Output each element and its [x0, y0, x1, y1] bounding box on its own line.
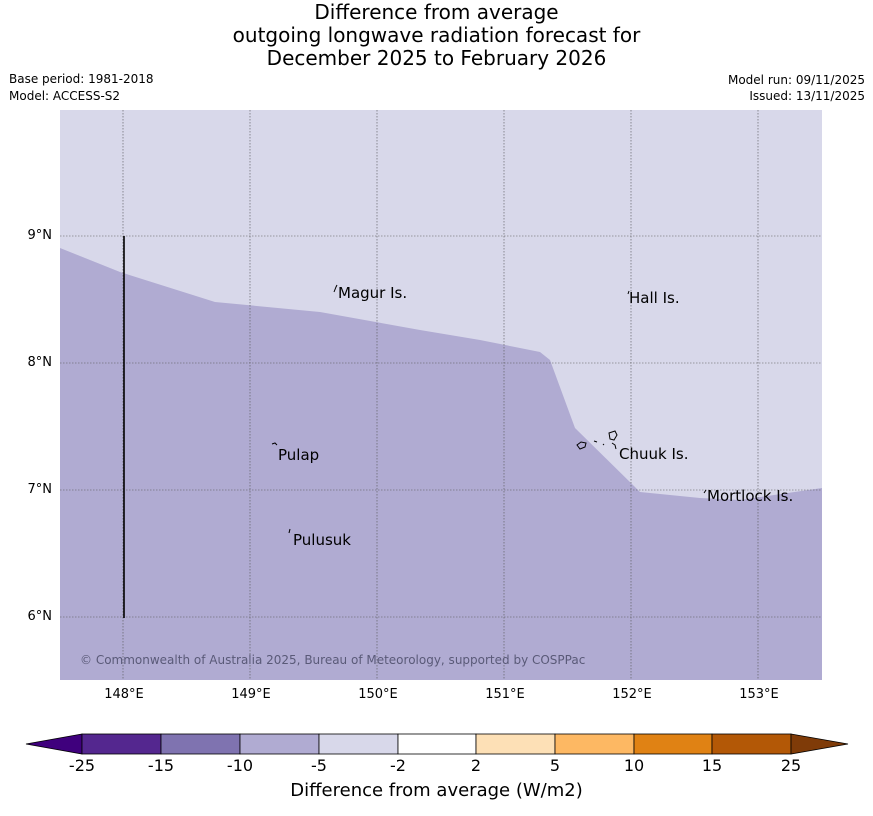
colorbar-bin — [554, 733, 635, 755]
model-run: Model run: 09/11/2025 — [727, 73, 865, 87]
grid-lines — [60, 110, 822, 680]
colorbar-tick: 5 — [549, 756, 561, 775]
island-outlines — [271, 284, 707, 534]
lon-label-153e: 153°E — [739, 687, 779, 702]
colorbar-title: Difference from average (W/m2) — [290, 780, 583, 801]
lon-label-149e: 149°E — [231, 687, 271, 702]
colorbar-tick: -5 — [311, 756, 327, 775]
place-label-mortlock: Mortlock Is. — [707, 487, 794, 505]
base-period: Base period: 1981-2018 — [9, 72, 154, 86]
colorbar-tick: 2 — [470, 756, 482, 775]
copyright-notice: © Commonwealth of Australia 2025, Bureau… — [80, 653, 586, 667]
model-name: Model: ACCESS-S2 — [9, 89, 121, 103]
colorbar-tick: -10 — [226, 756, 254, 775]
colorbar-tick: -25 — [68, 756, 96, 775]
lat-label-8n: 8°N — [27, 355, 53, 370]
colorbar-bin — [160, 733, 241, 755]
lon-label-150e: 150°E — [358, 687, 398, 702]
colorbar-bin — [239, 733, 320, 755]
place-label-pulap: Pulap — [278, 446, 320, 464]
colorbar-arrow-low — [25, 733, 83, 755]
lon-label-151e: 151°E — [485, 687, 525, 702]
colorbar — [25, 733, 849, 755]
title-line-2: outgoing longwave radiation forecast for — [232, 23, 641, 47]
colorbar-bin — [475, 733, 556, 755]
colorbar-bin — [711, 733, 792, 755]
place-label-magur: Magur Is. — [338, 284, 408, 302]
anomaly-region — [60, 248, 822, 680]
colorbar-bin — [318, 733, 399, 755]
lat-label-6n: 6°N — [27, 609, 53, 624]
colorbar-arrow-high — [790, 733, 849, 755]
place-label-chuuk: Chuuk Is. — [619, 445, 689, 463]
issued-date: Issued: 13/11/2025 — [749, 89, 865, 103]
colorbar-tick: -15 — [147, 756, 175, 775]
lat-label-9n: 9°N — [27, 228, 53, 243]
colorbar-tick: 25 — [780, 756, 802, 775]
colorbar-tick: 10 — [623, 756, 645, 775]
lon-label-148e: 148°E — [104, 687, 144, 702]
place-label-hall: Hall Is. — [629, 289, 680, 307]
colorbar-tick: 15 — [701, 756, 723, 775]
title-line-1: Difference from average — [314, 0, 559, 24]
colorbar-bin — [633, 733, 713, 755]
title-line-3: December 2025 to February 2026 — [266, 46, 607, 70]
colorbar-bin — [81, 733, 162, 755]
colorbar-bin — [397, 733, 477, 755]
lat-label-7n: 7°N — [27, 482, 53, 497]
colorbar-tick: -2 — [390, 756, 406, 775]
place-label-pulusuk: Pulusuk — [293, 531, 351, 549]
lon-label-152e: 152°E — [612, 687, 652, 702]
